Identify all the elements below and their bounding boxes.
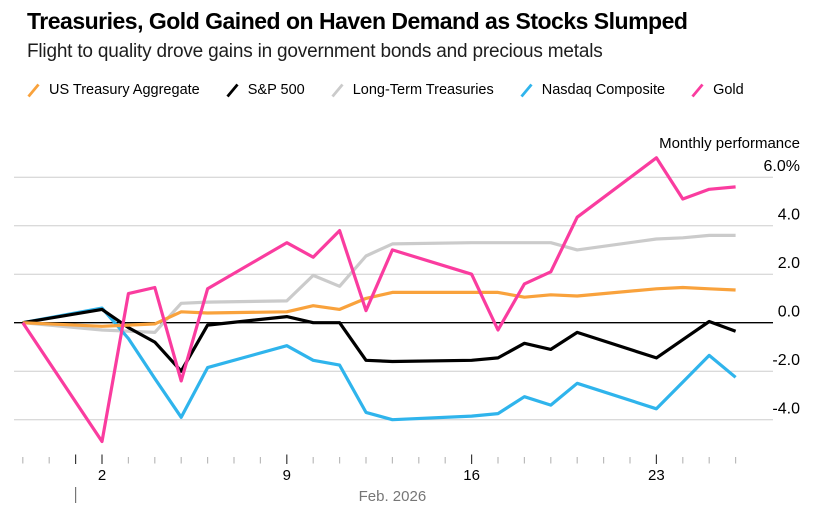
- line-swatch-icon: [331, 83, 344, 97]
- legend: US Treasury Aggregate S&P 500 Long-Term …: [27, 82, 789, 98]
- page-title: Treasuries, Gold Gained on Haven Demand …: [27, 8, 688, 34]
- series-line-gold: [21, 156, 736, 444]
- series-line-us-treasury-aggregate: [22, 285, 736, 328]
- y-tick-label: 6.0%: [764, 158, 800, 175]
- legend-item-sp500: S&P 500: [226, 82, 305, 98]
- y-tick-label: 0.0: [778, 304, 800, 321]
- legend-item-us-treasury-aggregate: US Treasury Aggregate: [27, 82, 200, 98]
- legend-label: Gold: [713, 82, 744, 98]
- line-swatch-icon: [691, 83, 704, 97]
- y-tick-label: 2.0: [778, 255, 800, 272]
- series-line-nasdaq-composite: [22, 306, 737, 422]
- legend-label: Long-Term Treasuries: [352, 82, 494, 98]
- legend-item-gold: Gold: [691, 82, 744, 98]
- month-label: Feb. 2026: [359, 488, 427, 505]
- series-line-long-term-treasuries: [22, 233, 736, 334]
- y-tick-label: -4.0: [772, 401, 800, 418]
- y-tick-label: 4.0: [778, 207, 800, 224]
- legend-item-long-term-treasuries: Long-Term Treasuries: [331, 82, 494, 98]
- y-axis-title: Monthly performance: [659, 135, 800, 152]
- x-tick-label: 23: [648, 467, 665, 484]
- line-swatch-icon: [27, 83, 40, 97]
- x-tick-label: 9: [283, 467, 291, 484]
- x-tick-label: 16: [463, 467, 480, 484]
- performance-line-chart: 6.0% 4.0 2.0 0.0 -2.0 -4.0 Monthly performance…: [14, 135, 800, 505]
- legend-label: US Treasury Aggregate: [49, 82, 200, 98]
- legend-label: S&P 500: [247, 82, 305, 98]
- series-line-s-p-500: [22, 307, 737, 373]
- legend-item-nasdaq-composite: Nasdaq Composite: [520, 82, 665, 98]
- line-swatch-icon: [520, 83, 533, 97]
- legend-label: Nasdaq Composite: [541, 82, 666, 98]
- line-swatch-icon: [226, 83, 239, 97]
- y-tick-label: -2.0: [772, 352, 800, 369]
- page-subtitle: Flight to quality drove gains in governm…: [27, 41, 603, 62]
- x-tick-label: 2: [98, 467, 106, 484]
